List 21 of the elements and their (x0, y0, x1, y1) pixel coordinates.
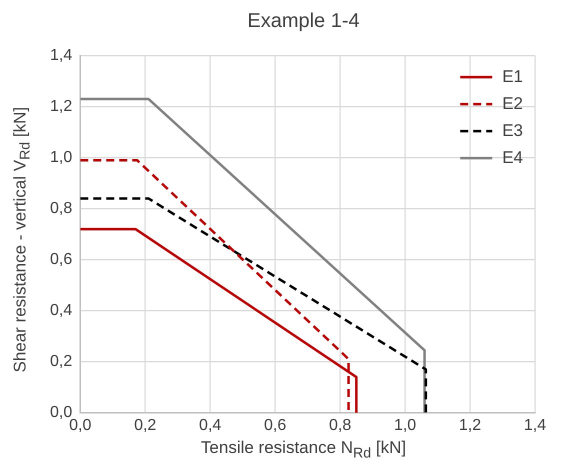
legend-label: E4 (502, 148, 524, 167)
x-axis-title: Tensile resistance N$_{Rd}$ [kN] (200, 438, 408, 462)
x-tick-label: 0,2 (134, 416, 156, 434)
chart-title: Example 1-4 (246, 10, 361, 33)
legend-label: E1 (502, 66, 524, 86)
y-tick-label: 0,4 (50, 302, 72, 320)
y-tick-label: 0,6 (50, 251, 72, 268)
x-tick-label: 1,4 (524, 416, 546, 434)
x-tick-label: 0,0 (69, 416, 92, 434)
y-tick-label: 0,2 (50, 353, 72, 370)
y-tick-label: 1,0 (50, 149, 72, 166)
x-tick-label: 0,8 (328, 416, 352, 434)
legend-label: E2 (502, 94, 524, 113)
y-tick-label: 0,8 (50, 200, 72, 218)
y-tick-label: 1,4 (50, 47, 72, 64)
x-tick-label: 0,4 (199, 416, 222, 434)
x-tick-label: 1,0 (394, 416, 416, 434)
x-tick-label: 0,6 (264, 416, 286, 434)
y-tick-label: 1,2 (50, 98, 72, 116)
legend-label: E3 (502, 120, 524, 140)
x-tick-label: 1,2 (458, 416, 482, 434)
